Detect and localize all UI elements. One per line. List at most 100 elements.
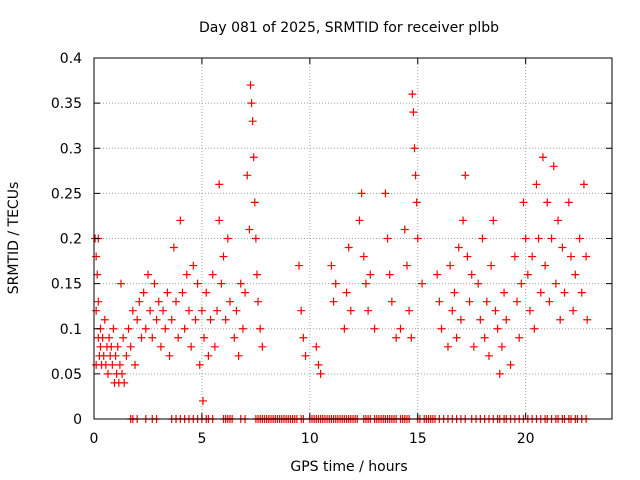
data-point <box>189 261 198 270</box>
data-point <box>495 369 504 378</box>
data-point <box>554 216 563 225</box>
x-tick-label: 0 <box>90 431 99 447</box>
data-point <box>435 297 444 306</box>
data-point <box>249 153 258 162</box>
data-point <box>551 279 560 288</box>
data-point <box>225 297 234 306</box>
data-point <box>115 360 124 369</box>
data-point <box>532 180 541 189</box>
data-point <box>528 252 537 261</box>
data-point <box>243 171 252 180</box>
data-point <box>543 198 552 207</box>
data-point <box>246 81 255 90</box>
data-point <box>361 279 370 288</box>
data-point <box>122 351 131 360</box>
data-point <box>355 216 364 225</box>
data-point <box>411 171 420 180</box>
data-point <box>560 288 569 297</box>
data-point <box>409 108 418 117</box>
data-point <box>480 333 489 342</box>
data-point <box>217 279 226 288</box>
data-point <box>547 234 556 243</box>
data-point <box>564 198 573 207</box>
data-point <box>167 315 176 324</box>
data-point <box>143 270 152 279</box>
data-point <box>215 180 224 189</box>
data-point <box>366 270 375 279</box>
data-point <box>208 270 217 279</box>
y-tick-label: 0.4 <box>60 51 82 67</box>
y-axis-label: SRMTID / TECUs <box>6 182 22 295</box>
data-point <box>159 306 168 315</box>
data-point <box>482 297 491 306</box>
y-tick-label: 0.1 <box>60 322 82 338</box>
data-point <box>230 333 239 342</box>
data-point <box>478 234 487 243</box>
data-point <box>301 351 310 360</box>
data-point <box>193 279 202 288</box>
data-point <box>204 351 213 360</box>
data-point <box>387 297 396 306</box>
data-point <box>413 234 422 243</box>
axis-ticks: 0 0.05 0.1 0.15 0.2 0.25 0.3 0.35 0.4 0 5 10 15 20 <box>51 51 612 447</box>
y-tick-label: 0.2 <box>60 232 82 248</box>
data-point <box>191 315 200 324</box>
x-tick-label: 20 <box>517 431 535 447</box>
data-point <box>116 279 125 288</box>
data-point <box>297 306 306 315</box>
data-point <box>223 234 232 243</box>
data-point <box>342 288 351 297</box>
data-point <box>92 306 101 315</box>
y-tick-label: 0.35 <box>51 96 82 112</box>
data-point <box>329 297 338 306</box>
data-point <box>357 189 366 198</box>
x-axis-label: GPS time / hours <box>290 459 407 475</box>
data-point <box>506 360 515 369</box>
data-point <box>248 117 257 126</box>
data-point <box>370 324 379 333</box>
data-point <box>448 306 457 315</box>
grid-lines <box>94 58 612 419</box>
data-point <box>245 225 254 234</box>
data-point <box>476 315 485 324</box>
data-point <box>538 153 547 162</box>
data-point <box>510 252 519 261</box>
data-point <box>521 234 530 243</box>
data-point <box>500 288 509 297</box>
data-point <box>137 333 146 342</box>
data-point <box>408 90 417 99</box>
data-point <box>93 270 102 279</box>
data-point <box>92 252 101 261</box>
data-points <box>91 81 592 423</box>
data-point <box>346 306 355 315</box>
data-point <box>385 270 394 279</box>
data-point <box>577 288 586 297</box>
data-point <box>582 252 591 261</box>
data-point <box>571 270 580 279</box>
data-point <box>154 297 163 306</box>
data-point <box>161 324 170 333</box>
data-point <box>124 324 133 333</box>
data-point <box>534 234 543 243</box>
data-point <box>418 279 427 288</box>
data-point <box>238 324 247 333</box>
data-point <box>213 306 222 315</box>
data-point <box>113 342 122 351</box>
data-point <box>126 342 135 351</box>
data-point <box>344 243 353 252</box>
data-point <box>314 360 323 369</box>
x-tick-label: 10 <box>301 431 319 447</box>
data-point <box>545 297 554 306</box>
data-point <box>299 333 308 342</box>
data-point <box>109 324 118 333</box>
data-point <box>131 360 140 369</box>
data-point <box>251 234 260 243</box>
data-point <box>487 261 496 270</box>
data-point <box>254 297 263 306</box>
data-point <box>459 216 468 225</box>
data-point <box>206 315 215 324</box>
data-point <box>525 306 534 315</box>
data-point <box>517 279 526 288</box>
data-point <box>491 306 500 315</box>
data-point <box>169 243 178 252</box>
